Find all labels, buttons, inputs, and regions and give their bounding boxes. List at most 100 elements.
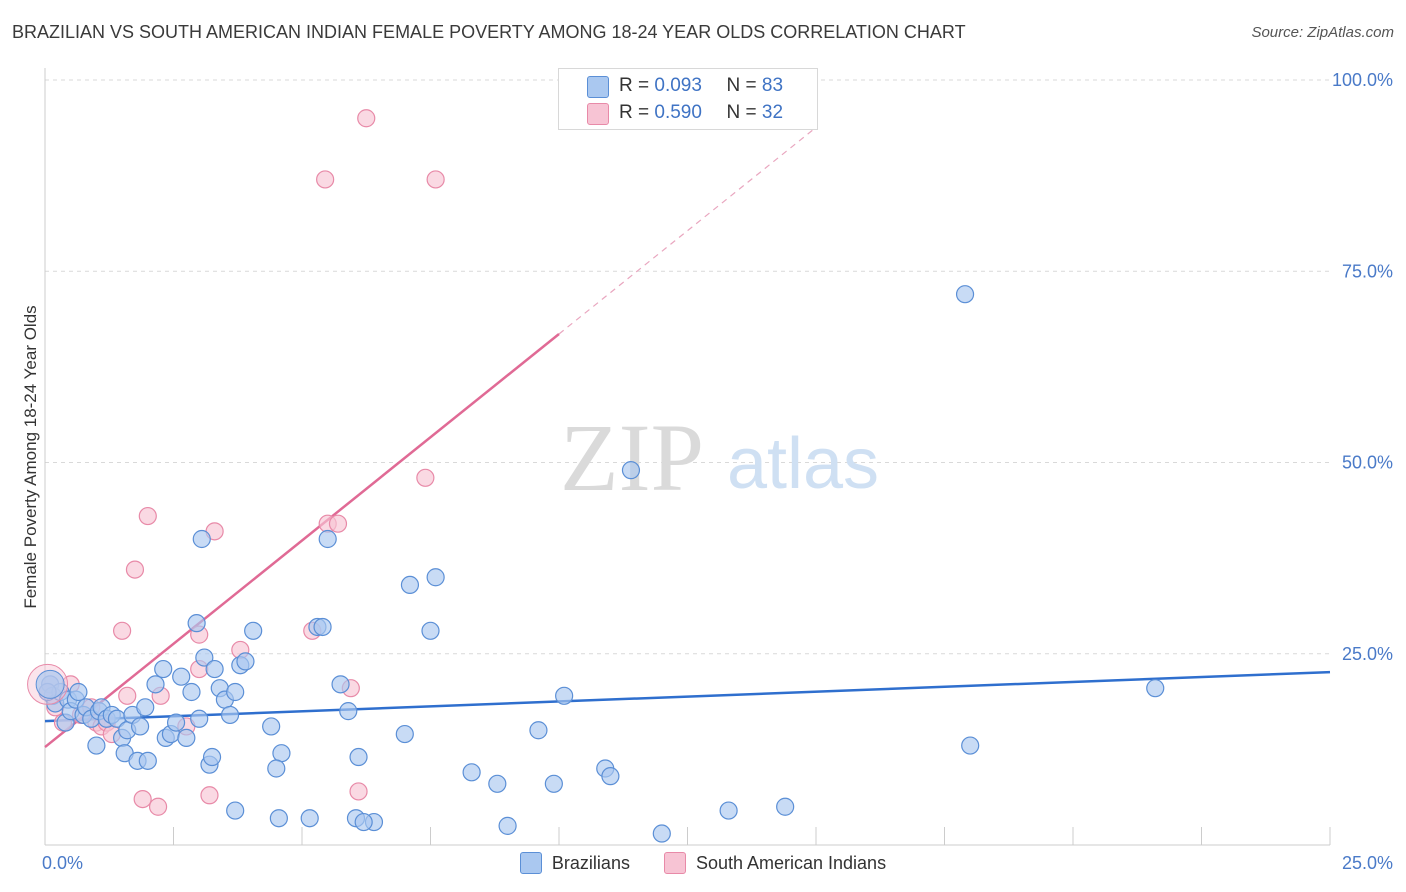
point-south-american-indians — [200, 786, 219, 805]
r-label: R = — [619, 75, 650, 96]
point-brazilians — [601, 767, 620, 786]
point-brazilians — [244, 621, 263, 640]
point-brazilians — [220, 705, 240, 725]
axes — [44, 68, 1331, 846]
point-brazilians — [262, 717, 281, 736]
point-south-american-indians — [118, 686, 137, 705]
point-brazilians — [339, 702, 358, 721]
point-brazilians — [190, 709, 209, 728]
point-brazilians — [426, 568, 445, 587]
point-brazilians — [544, 774, 563, 793]
watermark-atlas: atlas — [727, 424, 879, 504]
point-brazilians — [154, 659, 173, 679]
point-brazilians — [395, 724, 414, 744]
y-tick-label: 75.0% — [1342, 261, 1393, 281]
x-tick-label: 25.0% — [1342, 853, 1393, 873]
legend-label-brazilians: Brazilians — [551, 852, 630, 873]
point-brazilians — [136, 698, 155, 717]
point-south-american-indians — [148, 797, 168, 816]
blue-swatch — [519, 852, 542, 874]
point-brazilians — [498, 816, 517, 835]
data-points — [27, 109, 1165, 843]
point-brazilians — [177, 728, 196, 748]
point-south-american-indians — [112, 621, 132, 640]
point-brazilians — [313, 617, 332, 637]
point-brazilians — [331, 675, 350, 694]
trend-line-south-american-indians — [44, 333, 560, 749]
chart-title: BRAZILIAN VS SOUTH AMERICAN INDIAN FEMAL… — [12, 22, 966, 42]
point-south-american-indians — [316, 170, 335, 189]
point-brazilians — [621, 461, 641, 480]
point-brazilians — [166, 713, 186, 732]
point-brazilians — [269, 809, 288, 828]
point-brazilians — [354, 812, 373, 832]
point-brazilians — [421, 621, 440, 640]
legend-item-brazilians: Brazilians — [519, 852, 630, 874]
point-brazilians — [272, 744, 291, 763]
trend-line-brazilians — [44, 670, 1331, 723]
point-brazilians — [87, 736, 106, 755]
pink-swatch — [587, 103, 609, 125]
y-tick-label: 25.0% — [1342, 644, 1393, 664]
tick-labels: 25.0% 50.0% 75.0% 100.0% 0.0% 25.0% — [42, 70, 1393, 873]
trend-extension-south-american-indians — [558, 126, 817, 335]
correlation-legend: R = 0.093 N = 83 R = 0.590 N = 32 — [558, 68, 818, 130]
legend-item-south-american-indians: South American Indians — [663, 852, 887, 874]
point-brazilians — [462, 763, 481, 782]
point-brazilians — [172, 667, 191, 686]
n-label: N = — [726, 75, 757, 96]
x-tick-label: 0.0% — [42, 853, 83, 873]
point-brazilians — [300, 809, 319, 828]
point-brazilians — [192, 529, 211, 549]
point-brazilians — [69, 682, 88, 702]
chart-source: Source: ZipAtlas.com — [1251, 24, 1394, 41]
trend-lines — [44, 126, 1331, 749]
point-south-american-indians — [125, 560, 145, 579]
point-brazilians — [195, 648, 214, 667]
point-brazilians — [776, 797, 795, 816]
point-brazilians — [488, 774, 507, 793]
n-value-south-american-indians: 32 — [761, 102, 784, 123]
series-legend: Brazilians South American Indians — [0, 852, 1406, 874]
n-label: N = — [726, 102, 757, 123]
point-brazilians — [226, 801, 245, 820]
point-brazilians — [400, 575, 420, 595]
point-brazilians — [226, 682, 245, 702]
point-brazilians — [202, 747, 222, 767]
point-brazilians — [130, 717, 150, 736]
point-brazilians — [182, 682, 201, 702]
n-value-brazilians: 83 — [761, 75, 784, 96]
point-brazilians — [146, 675, 165, 694]
point-brazilians — [652, 824, 671, 843]
point-brazilians — [205, 659, 224, 679]
point-south-american-indians — [357, 109, 376, 128]
y-tick-label: 50.0% — [1342, 453, 1393, 473]
r-value-brazilians: 0.093 — [654, 75, 702, 96]
point-brazilians — [961, 736, 980, 755]
point-brazilians — [138, 751, 157, 770]
y-axis-label: Female Poverty Among 18-24 Year Olds — [21, 305, 40, 608]
y-tick-label: 100.0% — [1332, 70, 1393, 90]
point-brazilians — [719, 801, 738, 820]
point-brazilians — [1146, 679, 1165, 698]
pink-swatch — [663, 852, 686, 874]
point-brazilians — [349, 747, 368, 767]
point-south-american-indians — [138, 506, 157, 526]
point-south-american-indians — [328, 514, 348, 533]
r-value-south-american-indians: 0.590 — [654, 102, 702, 123]
cluster-point-brazilians — [35, 669, 65, 699]
point-south-american-indians — [133, 789, 152, 809]
legend-label-south-american-indians: South American Indians — [695, 852, 887, 873]
watermark-zip: ZIP — [560, 404, 704, 511]
r-label: R = — [619, 102, 650, 123]
point-brazilians — [955, 285, 975, 304]
point-south-american-indians — [349, 782, 368, 801]
blue-swatch — [587, 76, 609, 98]
point-brazilians — [529, 721, 548, 740]
grid — [45, 79, 1330, 655]
point-brazilians — [187, 614, 206, 633]
point-south-american-indians — [426, 170, 445, 189]
point-brazilians — [236, 652, 255, 671]
point-brazilians — [555, 686, 574, 705]
